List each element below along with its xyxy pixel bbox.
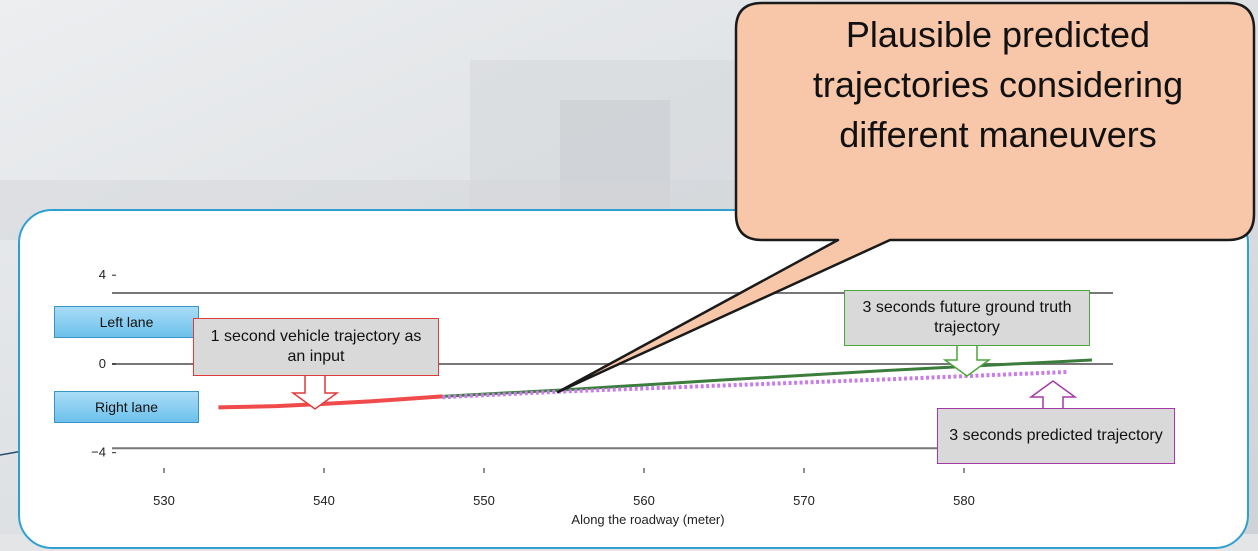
x-tick-label: 570 [793, 493, 815, 508]
input-trajectory-line [218, 394, 443, 410]
ground-truth-callout-arrow [942, 344, 992, 377]
y-tick-label: −4 [91, 445, 106, 460]
predicted-trajectory-callout: 3 seconds predicted trajectory [937, 408, 1175, 464]
input-callout-arrow [290, 374, 340, 410]
speech-bubble-text: Plausible predicted trajectories conside… [812, 14, 1184, 155]
predicted-trajectory-line [442, 369, 1069, 400]
x-tick-label: 580 [953, 493, 975, 508]
y-tick-label: 0 [99, 356, 106, 371]
left-lane-label: Left lane [54, 306, 199, 338]
x-tick-label: 560 [633, 493, 655, 508]
trajectory-panel: 4 0 −4 530 540 550 560 570 580 Along the roadway … [18, 209, 1249, 549]
speech-bubble-shape [556, 1, 1256, 394]
x-tick-label: 550 [473, 493, 495, 508]
x-tick-label: 530 [153, 493, 175, 508]
y-tick-label: 4 [99, 267, 106, 282]
ground-truth-line [442, 358, 1093, 398]
right-lane-label: Right lane [54, 391, 199, 423]
predicted-callout-arrow [1028, 380, 1078, 410]
ground-truth-callout: 3 seconds future ground truth trajectory [844, 290, 1090, 346]
x-axis-label: Along the roadway (meter) [571, 512, 724, 527]
input-trajectory-callout: 1 second vehicle trajectory as an input [193, 318, 439, 376]
speech-bubble [556, 1, 1256, 394]
x-tick-label: 540 [313, 493, 335, 508]
